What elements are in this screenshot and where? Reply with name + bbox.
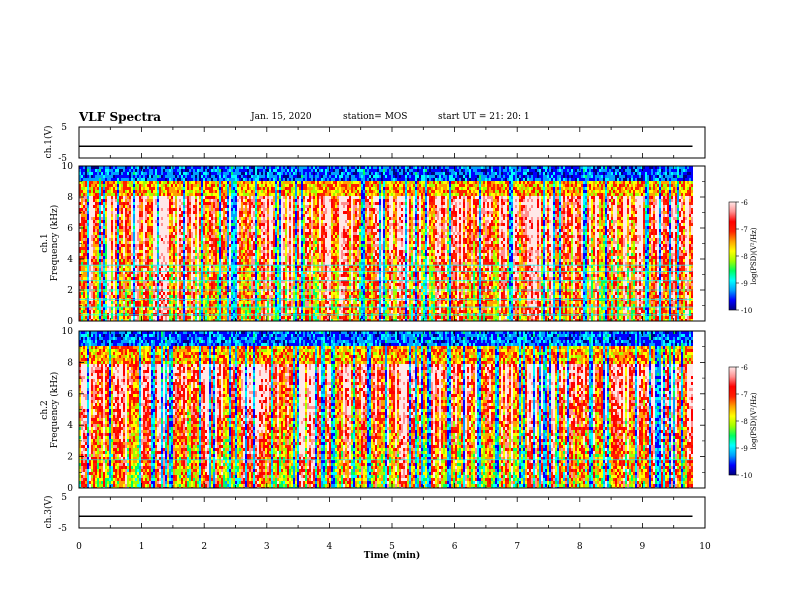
colorbar-ch2: -6 -7 -8 -9 -10 log(PSD)(V²/Hz) [728, 364, 758, 480]
ch1-freq-ylabel: Frequency (kHz) [49, 205, 60, 282]
ch1-spectrogram [79, 166, 705, 321]
y-tick-label: 8 [67, 193, 73, 203]
y-tick-label: 5 [61, 123, 67, 133]
y-tick-label: -5 [58, 154, 67, 164]
y-tick-label: 10 [62, 162, 74, 172]
colorbar-tick-label: -8 [741, 418, 748, 426]
y-tick-label: 4 [67, 421, 73, 431]
colorbar-tick-label: -8 [741, 253, 748, 261]
colorbar-ch1: -6 -7 -8 -9 -10 log(PSD)(V²/Hz) [728, 199, 758, 315]
ch2-channel-label: ch.2 [40, 400, 50, 419]
x-tick-label: 10 [699, 542, 711, 552]
ch2-spectrogram [79, 331, 705, 488]
x-tick-label: 3 [264, 542, 270, 552]
date-label: Jan. 15, 2020 [251, 112, 312, 122]
x-tick-label: 9 [640, 542, 646, 552]
y-tick-label: 5 [61, 493, 67, 503]
colorbar-tick-label: -6 [741, 364, 748, 372]
y-tick-label: 4 [67, 255, 73, 265]
y-tick-label: 8 [67, 358, 73, 368]
colorbar-label: log(PSD)(V²/Hz) [750, 392, 758, 449]
ch2-freq-ylabel: Frequency (kHz) [49, 372, 60, 449]
colorbar-tick-label: -10 [741, 307, 752, 315]
x-tick-label: 4 [327, 542, 333, 552]
x-tick-label: 5 [389, 542, 395, 552]
colorbar-tick-label: -9 [741, 280, 748, 288]
y-tick-label: 2 [67, 286, 73, 296]
start-time-label: start UT = 21: 20: 1 [438, 112, 530, 122]
colorbar-tick-label: -10 [741, 472, 752, 480]
station-label: station= MOS [343, 112, 407, 122]
x-tick-label: 1 [139, 542, 145, 552]
x-tick-label: 0 [76, 542, 82, 552]
colorbar-tick-label: -9 [741, 445, 748, 453]
x-axis-label: Time (min) [364, 550, 421, 561]
axis-ticks [78, 127, 706, 528]
y-tick-label: -5 [58, 524, 67, 534]
colorbar-label: log(PSD)(V²/Hz) [750, 227, 758, 284]
y-tick-label: 2 [67, 453, 73, 463]
x-tick-label: 2 [201, 542, 207, 552]
ch3-wave-ylabel: ch.3(V) [43, 496, 54, 529]
y-tick-label: 6 [67, 224, 73, 234]
y-tick-label: 10 [62, 327, 74, 337]
x-tick-label: 7 [514, 542, 520, 552]
colorbar-tick-label: -7 [741, 391, 748, 399]
x-tick-label: 6 [452, 542, 458, 552]
x-tick-label: 8 [577, 542, 583, 552]
y-tick-label: 0 [67, 484, 73, 494]
colorbar-tick-label: -6 [741, 199, 748, 207]
colorbar-tick-label: -7 [741, 226, 748, 234]
y-tick-label: 6 [67, 390, 73, 400]
plot-title: VLF Spectra [79, 110, 161, 124]
ch1-wave-ylabel: ch.1(V) [43, 126, 54, 159]
y-tick-label: 0 [67, 317, 73, 327]
ch1-channel-label: ch.1 [40, 233, 50, 252]
